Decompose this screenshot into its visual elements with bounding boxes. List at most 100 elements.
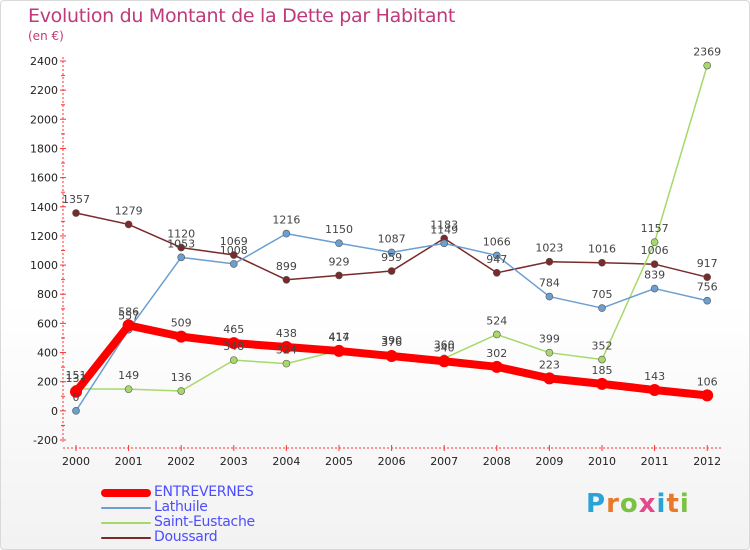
- data-point-doussard: [124, 220, 133, 229]
- y-tick-label: 1600: [30, 172, 58, 185]
- data-point-saint-eustache: [230, 356, 238, 364]
- data-label-saint-eustache: 348: [223, 340, 244, 353]
- data-label-saint-eustache: 2369: [693, 46, 721, 59]
- x-tick-label: 2007: [430, 455, 458, 468]
- data-point-lathuile: [492, 251, 501, 260]
- logo-letter: o: [619, 489, 639, 519]
- data-label-doussard: 1120: [167, 228, 195, 241]
- data-label-entrevernes: 185: [592, 364, 613, 377]
- legend-label: ENTREVERNES: [154, 484, 254, 500]
- data-point-entrevernes: [385, 350, 398, 363]
- data-label-lathuile: 1008: [220, 244, 248, 257]
- data-point-entrevernes: [490, 360, 503, 373]
- data-label-lathuile: 839: [644, 269, 665, 282]
- data-label-lathuile: 705: [592, 288, 613, 301]
- data-point-lathuile: [703, 296, 712, 305]
- data-point-doussard: [545, 257, 554, 266]
- y-tick-label: 1400: [30, 201, 58, 214]
- data-point-lathuile: [440, 239, 449, 248]
- data-label-entrevernes: 417: [329, 331, 350, 344]
- x-tick-label: 2004: [272, 455, 300, 468]
- data-label-doussard: 1006: [641, 244, 669, 257]
- y-tick-label: 600: [37, 317, 58, 330]
- y-tick-label: 2400: [30, 55, 58, 68]
- data-point-doussard: [650, 260, 659, 269]
- data-point-lathuile: [598, 304, 606, 312]
- data-label-lathuile: 0: [73, 391, 80, 404]
- data-point-doussard: [598, 258, 606, 267]
- data-label-entrevernes: 376: [381, 336, 402, 349]
- proxiti-logo: Proxiti: [586, 489, 690, 519]
- data-label-entrevernes: 465: [223, 323, 244, 336]
- legend-label: Saint-Eustache: [154, 514, 255, 530]
- data-point-doussard: [492, 269, 501, 277]
- data-label-saint-eustache: 324: [276, 344, 297, 357]
- data-label-saint-eustache: 414: [329, 330, 350, 343]
- data-point-saint-eustache: [124, 385, 133, 393]
- data-point-doussard: [72, 209, 80, 217]
- data-label-entrevernes: 223: [539, 358, 560, 371]
- data-label-saint-eustache: 390: [381, 334, 402, 347]
- data-point-entrevernes: [701, 389, 714, 402]
- data-point-entrevernes: [596, 377, 608, 390]
- data-label-lathuile: 1216: [272, 214, 300, 227]
- chart-subtitle: (en €): [28, 29, 64, 43]
- data-label-doussard: 899: [276, 260, 297, 273]
- x-tick-label: 2000: [62, 455, 90, 468]
- legend-label: Doussard: [154, 529, 218, 545]
- legend-swatch: [101, 537, 151, 539]
- data-point-saint-eustache: [598, 355, 606, 364]
- data-point-doussard: [387, 267, 396, 275]
- data-label-lathuile: 756: [697, 281, 718, 294]
- data-point-entrevernes: [648, 384, 661, 397]
- x-tick-label: 2005: [325, 455, 353, 468]
- y-tick-label: 800: [37, 288, 58, 301]
- data-label-lathuile: 557: [118, 310, 139, 323]
- x-tick-label: 2006: [378, 455, 406, 468]
- data-point-doussard: [282, 275, 291, 284]
- x-tick-label: 2010: [588, 455, 616, 468]
- data-point-saint-eustache: [177, 387, 185, 395]
- data-point-entrevernes: [175, 330, 188, 343]
- data-label-entrevernes: 143: [644, 370, 665, 383]
- logo-letter: P: [586, 489, 607, 519]
- data-label-entrevernes: 509: [171, 317, 192, 330]
- data-point-lathuile: [650, 284, 659, 293]
- data-label-lathuile: 1053: [167, 237, 195, 250]
- legend-swatch: [101, 489, 151, 497]
- data-point-entrevernes: [280, 340, 293, 353]
- data-label-doussard: 929: [329, 255, 350, 268]
- data-label-doussard: 1183: [430, 218, 458, 231]
- data-point-entrevernes: [70, 385, 82, 398]
- data-point-entrevernes: [227, 337, 240, 350]
- y-tick-label: 200: [37, 376, 58, 389]
- y-tick-label: 2200: [30, 84, 58, 97]
- data-point-doussard: [230, 251, 238, 259]
- data-point-doussard: [703, 273, 712, 281]
- data-point-lathuile: [335, 239, 343, 248]
- data-point-saint-eustache: [545, 348, 554, 357]
- data-label-doussard: 959: [381, 251, 402, 264]
- data-label-saint-eustache: 524: [486, 314, 507, 327]
- data-label-lathuile: 1066: [483, 235, 511, 248]
- x-tick-label: 2012: [693, 455, 721, 468]
- data-point-saint-eustache: [703, 61, 712, 70]
- x-tick-label: 2002: [167, 455, 195, 468]
- data-label-entrevernes: 302: [486, 347, 507, 360]
- x-tick-label: 2003: [220, 455, 248, 468]
- data-label-doussard: 1357: [62, 193, 90, 206]
- data-label-entrevernes: 131: [66, 372, 87, 385]
- data-label-entrevernes: 106: [697, 375, 718, 388]
- data-label-saint-eustache: 399: [539, 333, 560, 346]
- data-point-lathuile: [72, 407, 80, 415]
- y-tick-label: 1200: [30, 230, 58, 243]
- data-label-doussard: 1279: [115, 204, 143, 217]
- data-point-entrevernes: [438, 355, 451, 368]
- y-tick-label: 0: [51, 405, 58, 418]
- x-tick-label: 2001: [115, 455, 143, 468]
- data-label-entrevernes: 438: [276, 327, 297, 340]
- logo-letter: x: [638, 489, 657, 519]
- data-label-doussard: 917: [697, 257, 718, 270]
